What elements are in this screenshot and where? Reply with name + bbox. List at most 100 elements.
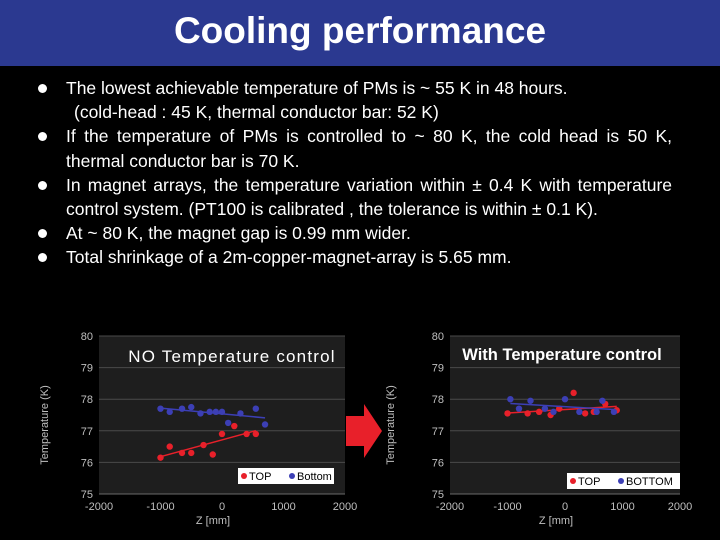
data-point-bottom (188, 403, 195, 411)
y-tick-label: 77 (432, 426, 444, 438)
data-point-bottom (252, 405, 260, 412)
legend-marker (570, 478, 576, 484)
y-tick-label: 79 (432, 363, 444, 375)
y-axis-label: Temperature (K) (39, 385, 51, 464)
y-tick-label: 78 (81, 394, 93, 406)
legend-label: TOP (578, 476, 600, 488)
plot-area (450, 336, 680, 494)
data-point-top (252, 430, 260, 438)
data-point-bottom (593, 408, 600, 416)
right-arrow-icon (346, 404, 382, 458)
bullet-dot-icon (38, 253, 47, 263)
data-point-bottom (178, 405, 186, 412)
data-point-top (243, 430, 250, 438)
chart-title: With Temperature control (462, 346, 661, 364)
data-point-top (570, 389, 577, 397)
legend-marker (618, 478, 624, 484)
data-point-bottom (224, 419, 232, 427)
trend-line-bottom (160, 407, 266, 419)
bullet-dot-icon (38, 84, 47, 93)
slide-title: Cooling performance (173, 10, 547, 51)
bullet-subtext: (cold-head : 45 K, thermal conductor bar… (74, 102, 439, 123)
legend-marker (241, 473, 247, 479)
bullet-item: In magnet arrays, the temperature variat… (38, 173, 672, 221)
data-point-bottom (261, 421, 269, 428)
bullet-text: The lowest achievable temperature of PMs… (66, 78, 568, 98)
data-point-bottom (237, 410, 244, 417)
x-tick-label: 2000 (668, 501, 692, 513)
legend-label: TOP (249, 471, 271, 483)
data-point-bottom (561, 396, 569, 403)
trend-line-bottom (510, 402, 614, 411)
y-tick-label: 75 (432, 489, 444, 501)
data-point-top (178, 449, 186, 457)
x-tick-label: -2000 (436, 501, 464, 513)
legend-label: BOTTOM (626, 476, 673, 488)
x-tick-label: -2000 (85, 501, 113, 513)
x-tick-label: 2000 (333, 501, 357, 513)
y-tick-label: 76 (81, 457, 93, 469)
y-axis-label: Temperature (K) (385, 385, 397, 464)
legend-label: Bottom (297, 471, 332, 483)
data-point-bottom (212, 408, 220, 416)
bullet-item: Total shrinkage of a 2m-copper-magnet-ar… (38, 245, 672, 269)
data-point-top (188, 449, 195, 457)
data-point-top (535, 408, 543, 416)
data-point-bottom (157, 405, 164, 412)
data-point-top (218, 430, 226, 438)
x-tick-label: -1000 (146, 501, 174, 513)
y-tick-label: 76 (432, 457, 444, 469)
data-point-bottom (218, 408, 226, 416)
bullet-text: If the temperature of PMs is controlled … (66, 126, 672, 171)
x-tick-label: 0 (562, 501, 568, 513)
data-point-bottom (166, 408, 173, 416)
y-tick-label: 78 (432, 394, 444, 406)
bullet-dot-icon (38, 132, 47, 142)
title-bar: Cooling performance (0, 0, 720, 66)
y-tick-label: 75 (81, 489, 93, 501)
y-tick-label: 80 (432, 331, 444, 343)
bullet-item: If the temperature of PMs is controlled … (38, 124, 672, 172)
data-point-top (209, 451, 216, 458)
data-point-bottom (206, 408, 213, 416)
data-point-top (581, 410, 589, 417)
chart-no-temperature-control: 75 76 77 78 79 80 -2000 -1000 0 1000 2000 Z [mm] Tem… (39, 331, 357, 527)
data-point-top (200, 441, 207, 449)
trend-line-top (160, 429, 257, 458)
data-point-top (504, 410, 511, 417)
data-point-bottom (599, 397, 606, 404)
bullet-text: Total shrinkage of a 2m-copper-magnet-ar… (66, 247, 512, 268)
x-tick-label: 0 (219, 501, 225, 513)
bullet-text: In magnet arrays, the temperature variat… (66, 174, 672, 220)
x-axis-label: Z [mm] (539, 515, 573, 527)
y-tick-label: 80 (81, 331, 93, 343)
data-point-bottom (610, 408, 618, 416)
data-point-bottom (550, 408, 557, 416)
data-point-top (231, 422, 238, 430)
x-tick-label: -1000 (493, 501, 521, 513)
data-point-bottom (197, 410, 204, 417)
bullet-dot-icon (38, 229, 47, 239)
x-tick-label: 1000 (610, 501, 634, 513)
data-point-bottom (576, 408, 583, 416)
data-point-bottom (507, 396, 514, 403)
data-point-top (166, 443, 173, 450)
data-point-top (157, 454, 164, 461)
bullet-list: The lowest achievable temperature of PMs… (38, 76, 672, 270)
chart-title: NO Temperature control (128, 347, 336, 366)
bullet-dot-icon (38, 180, 47, 190)
bullet-text: At ~ 80 K, the magnet gap is 0.99 mm wid… (66, 223, 411, 244)
x-tick-label: 1000 (271, 501, 295, 513)
data-point-bottom (515, 405, 523, 412)
data-point-top (524, 410, 531, 417)
legend-marker (289, 473, 295, 479)
data-point-bottom (527, 397, 534, 404)
chart-with-temperature-control: 75 76 77 78 79 80 -2000 -1000 0 1000 2000 Z [mm] Tem… (385, 331, 692, 527)
data-point-bottom (541, 405, 549, 412)
x-axis-label: Z [mm] (196, 515, 230, 527)
bullet-item: At ~ 80 K, the magnet gap is 0.99 mm wid… (38, 221, 672, 245)
y-tick-label: 79 (81, 363, 93, 375)
legend-box (238, 468, 334, 484)
y-tick-label: 77 (81, 426, 93, 438)
bullet-item: The lowest achievable temperature of PMs… (38, 76, 672, 124)
